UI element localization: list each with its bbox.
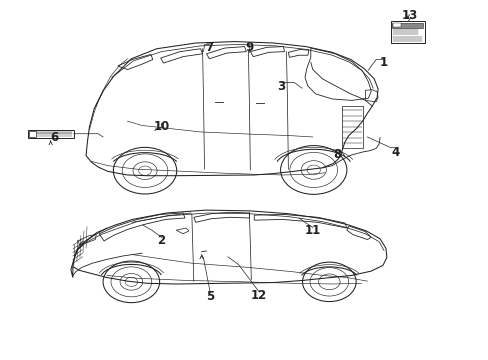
Text: 5: 5: [206, 290, 214, 303]
Text: 13: 13: [401, 9, 418, 22]
Bar: [29, 131, 36, 136]
Text: 3: 3: [276, 80, 285, 93]
Text: 10: 10: [153, 120, 169, 133]
Bar: [391, 23, 423, 28]
Bar: [392, 23, 400, 27]
Text: 1: 1: [379, 56, 386, 69]
Text: 6: 6: [50, 131, 59, 144]
Bar: [390, 22, 424, 43]
Text: 8: 8: [332, 148, 341, 161]
Text: 2: 2: [157, 234, 165, 247]
Text: 9: 9: [245, 41, 253, 54]
Text: 4: 4: [391, 145, 399, 158]
Text: 12: 12: [250, 289, 267, 302]
Text: 11: 11: [304, 224, 320, 237]
Bar: [27, 130, 74, 138]
Text: 7: 7: [205, 41, 213, 54]
